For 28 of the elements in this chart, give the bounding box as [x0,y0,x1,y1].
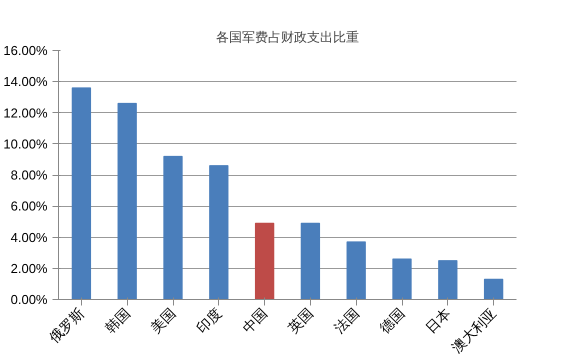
y-tick-label: 0.00% [10,292,48,307]
bar [392,258,412,300]
bar [484,278,504,300]
x-tick-label: 俄罗斯 [46,304,88,346]
x-tick-label: 德国 [376,304,408,336]
bar [346,241,366,300]
x-tick-label: 英国 [284,304,316,336]
bar [118,102,137,300]
bar [163,156,183,300]
y-tick-label: 8.00% [10,168,48,182]
bar [72,87,92,300]
x-tick-label: 美国 [148,304,179,336]
chart-title: 各国军费占财政支出比重 [216,30,359,46]
bar [300,222,320,300]
y-tick-label: 10.00% [3,136,48,152]
y-tick-label: 4.00% [10,230,48,245]
y-tick-label: 16.00% [3,43,48,58]
y-tick-label: 6.00% [10,198,48,214]
x-tick-label: 印度 [193,304,224,336]
bar [438,260,458,300]
y-tick-label: 14.00% [3,74,48,90]
y-tick-label: 2.00% [10,260,48,276]
y-tick-label: 12.00% [3,105,48,120]
x-tick-label: 法国 [330,304,362,336]
x-tick-label: 中国 [239,304,270,336]
bar [209,165,228,300]
bar [254,222,274,300]
x-tick-label: 韩国 [102,304,133,336]
